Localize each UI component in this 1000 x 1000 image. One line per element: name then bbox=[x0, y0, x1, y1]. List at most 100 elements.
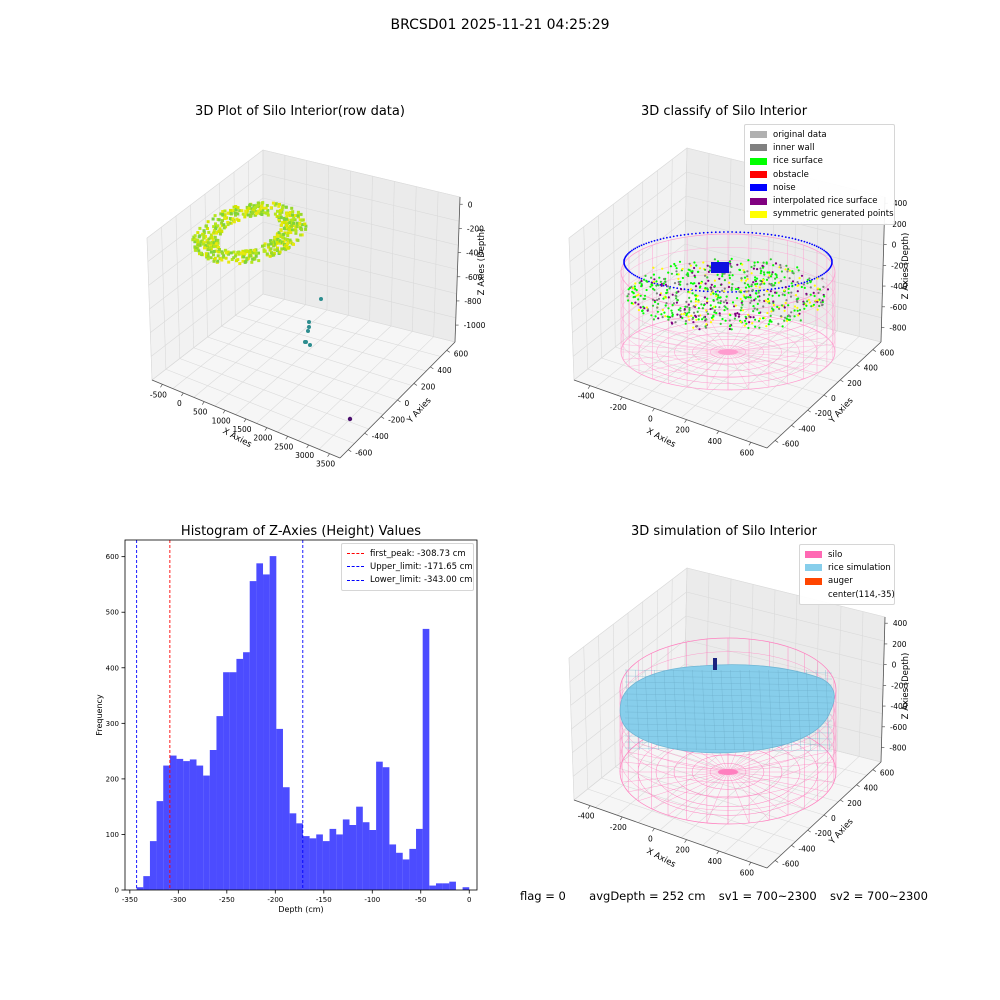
y-tick bbox=[430, 366, 434, 370]
y-tick-label: 400 bbox=[864, 364, 879, 373]
surface-point bbox=[641, 309, 644, 312]
surface-point bbox=[725, 295, 728, 298]
sv2-text: sv2 = 700~2300 bbox=[829, 889, 928, 903]
surface-point bbox=[217, 230, 221, 233]
surface-point bbox=[259, 209, 263, 213]
surface-point bbox=[733, 305, 736, 308]
surface-point bbox=[797, 269, 800, 272]
noise-point bbox=[648, 241, 650, 244]
noise-point bbox=[763, 233, 765, 235]
surface-point bbox=[258, 207, 262, 211]
surface-point bbox=[721, 317, 724, 321]
histogram-bar bbox=[136, 887, 144, 890]
gridline bbox=[683, 291, 882, 343]
surface-point bbox=[744, 319, 747, 322]
surface-point bbox=[709, 286, 712, 289]
surface-point bbox=[709, 307, 712, 311]
noise-point bbox=[636, 246, 639, 249]
surface-point bbox=[634, 301, 637, 304]
gridline bbox=[179, 358, 369, 430]
surface-point bbox=[803, 302, 806, 305]
surface-point bbox=[717, 294, 720, 297]
surface-point bbox=[736, 287, 740, 291]
z-tick-label: 0 bbox=[892, 241, 897, 250]
histogram-bar bbox=[336, 834, 343, 890]
surface-point bbox=[212, 225, 216, 229]
x-tick-label: 1500 bbox=[232, 425, 251, 434]
surface-point bbox=[796, 284, 799, 287]
gridline bbox=[150, 269, 264, 357]
noise-point bbox=[727, 231, 729, 233]
noise-point bbox=[676, 287, 679, 290]
noise-point bbox=[803, 281, 806, 284]
z-tick-label: 0 bbox=[468, 200, 473, 209]
surface-point bbox=[679, 280, 682, 283]
noise-point bbox=[638, 276, 641, 279]
surface-point bbox=[226, 223, 230, 227]
legend-item: symmetric generated points bbox=[750, 208, 894, 221]
surface-point bbox=[716, 298, 719, 301]
surface-point bbox=[661, 267, 664, 270]
surface-point bbox=[769, 290, 772, 293]
surface-point bbox=[741, 303, 744, 306]
surface-point bbox=[262, 244, 266, 248]
noise-point bbox=[714, 231, 717, 234]
surface-point bbox=[272, 253, 276, 257]
surface-point bbox=[796, 297, 799, 301]
surface-point bbox=[691, 292, 694, 295]
gridline bbox=[149, 221, 264, 310]
surface-point bbox=[275, 215, 279, 218]
y-tick-label: -200 bbox=[388, 416, 405, 425]
surface-point bbox=[697, 318, 700, 321]
surface-point bbox=[300, 218, 304, 222]
surface-point bbox=[729, 264, 732, 267]
surface-point bbox=[736, 297, 739, 300]
histogram-bar bbox=[256, 563, 264, 890]
noise-point bbox=[739, 231, 742, 234]
surface-point bbox=[757, 319, 761, 323]
noise-point bbox=[824, 271, 827, 274]
silo-base-spoke bbox=[638, 742, 729, 773]
surface-point bbox=[720, 283, 723, 286]
surface-point bbox=[791, 270, 794, 273]
surface-point bbox=[686, 305, 689, 308]
surface-point bbox=[627, 299, 630, 302]
surface-point bbox=[219, 212, 223, 216]
surface-point bbox=[771, 271, 774, 274]
surface-point bbox=[274, 236, 277, 240]
surface-point bbox=[286, 242, 289, 246]
noise-point bbox=[731, 231, 733, 233]
surface-point bbox=[700, 282, 703, 285]
surface-point bbox=[642, 312, 645, 315]
noise-point bbox=[759, 232, 761, 235]
y-tick-label: 200 bbox=[847, 379, 862, 388]
surface-point bbox=[652, 318, 656, 321]
surface-point bbox=[756, 282, 759, 285]
legend-label: noise bbox=[773, 182, 796, 193]
noise-point bbox=[819, 247, 822, 250]
surface-point bbox=[768, 282, 771, 285]
surface-point bbox=[679, 307, 682, 310]
surface-point bbox=[626, 295, 629, 298]
surface-point bbox=[716, 273, 719, 276]
surface-point bbox=[702, 261, 705, 264]
noise-point bbox=[627, 253, 629, 255]
surface-point bbox=[775, 276, 778, 279]
surface-point bbox=[821, 303, 824, 306]
surface-point bbox=[765, 278, 769, 281]
surface-point bbox=[817, 291, 820, 295]
surface-point bbox=[238, 262, 242, 266]
surface-point bbox=[718, 277, 721, 280]
y-tick bbox=[348, 449, 352, 453]
surface-point bbox=[753, 299, 756, 302]
surface-point bbox=[747, 326, 750, 330]
surface-point bbox=[266, 243, 270, 247]
histogram-bar bbox=[342, 819, 350, 890]
z-tick-label: 400 bbox=[893, 619, 908, 628]
y-tick-label: 300 bbox=[106, 720, 119, 728]
mesh-line bbox=[777, 669, 783, 751]
surface-point bbox=[243, 260, 247, 264]
outlier-point bbox=[308, 343, 312, 347]
surface-point bbox=[806, 282, 809, 285]
mesh-line bbox=[768, 669, 773, 751]
